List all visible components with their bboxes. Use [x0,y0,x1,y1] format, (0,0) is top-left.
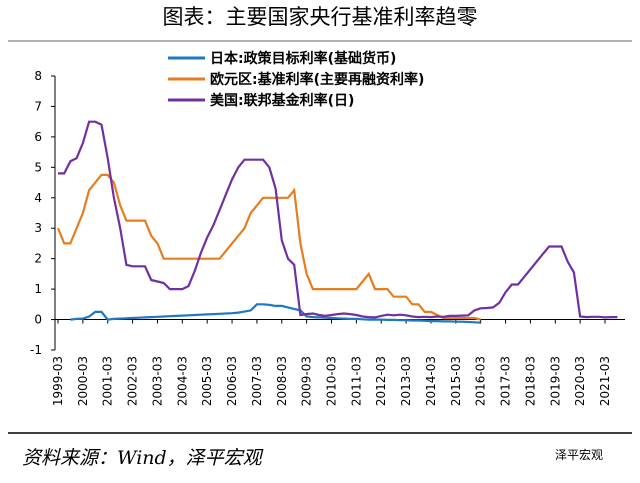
x-tick-label: 2017-03 [499,356,513,406]
x-tick-label: 2016-03 [474,356,488,406]
x-tick-label: 2018-03 [523,356,537,406]
x-tick-label: 2015-03 [449,356,463,406]
series-line [70,303,481,324]
x-tick-label: 2011-03 [349,356,363,406]
x-tick-label: 2000-03 [76,356,90,406]
source: 资料来源：Wind，泽平宏观 [22,447,264,469]
y-tick-label: 1 [34,282,42,296]
x-tick-label: 2003-03 [150,356,164,406]
watermark: 泽平宏观 [555,447,603,462]
y-tick-label: 7 [34,99,42,113]
x-tick-label: 2006-03 [225,356,239,406]
x-tick-label: 2013-03 [399,356,413,406]
chart-title: 图表：主要国家央行基准利率趋零 [163,5,478,29]
y-tick-label: 6 [34,130,42,144]
x-tick-label: 2014-03 [424,356,438,406]
x-tick-label: 2007-03 [250,356,264,406]
x-tick-label: 2009-03 [300,356,314,406]
y-tick-label: -1 [30,343,42,357]
x-tick-label: 2012-03 [374,356,388,406]
x-tick-label: 2002-03 [126,356,140,406]
y-tick-label: 0 [34,313,42,327]
x-tick-label: 2020-03 [573,356,587,406]
x-tick-label: 2010-03 [325,356,339,406]
x-tick-label: 2021-03 [598,356,612,406]
x-tick-label: 2019-03 [548,356,562,406]
y-tick-label: 2 [34,252,42,266]
y-tick-label: 3 [34,221,42,235]
x-tick-label: 2008-03 [275,356,289,406]
legend-label: 日本:政策目标利率(基础货币) [210,50,396,67]
x-tick-label: 2004-03 [175,356,189,406]
series-line [56,173,481,321]
y-tick-label: 4 [34,191,42,205]
x-tick-label: 2001-03 [101,356,115,406]
y-tick-label: 5 [34,160,42,174]
legend-label: 美国:联邦基金利率(日) [210,92,354,109]
x-tick-label: 2005-03 [200,356,214,406]
y-tick-label: 8 [34,69,42,83]
x-tick-label: 1999-03 [51,356,65,406]
legend-label: 欧元区:基准利率(主要再融资利率) [210,71,424,88]
series-line [58,120,618,319]
